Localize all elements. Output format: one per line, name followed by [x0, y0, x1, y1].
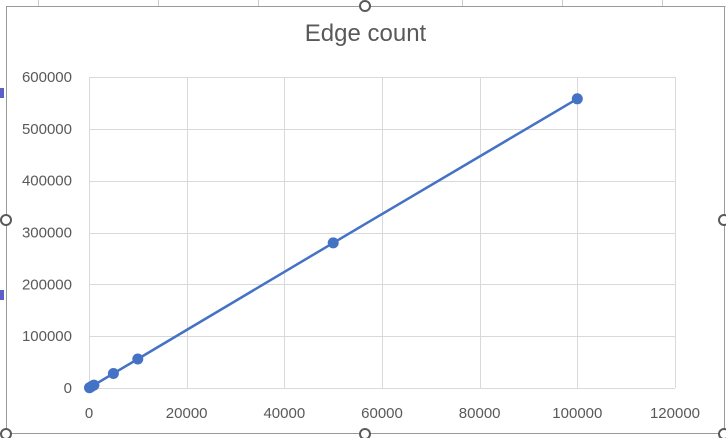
resize-handle-right[interactable]: [718, 214, 726, 226]
data-point[interactable]: [571, 93, 583, 105]
gridlines: [89, 77, 676, 389]
data-point[interactable]: [327, 237, 339, 249]
x-tick-label: 80000: [459, 405, 501, 422]
chart-title[interactable]: Edge count: [304, 20, 427, 47]
row-selection-mark: [0, 290, 4, 300]
x-tick-label: 100000: [552, 405, 602, 422]
axis-tick-labels: 0 20000 40000 60000 80000 100000 120000 0 100000…: [22, 69, 700, 422]
data-series[interactable]: [84, 93, 583, 394]
y-tick-label: 100000: [22, 328, 72, 345]
y-tick-label: 0: [64, 380, 72, 397]
x-tick-label: 0: [85, 405, 93, 422]
data-point[interactable]: [107, 368, 119, 379]
column-divider: [258, 0, 259, 6]
column-divider: [462, 0, 463, 6]
data-point[interactable]: [132, 353, 144, 365]
y-tick-label: 200000: [22, 276, 72, 293]
resize-handle-bottom-left[interactable]: [0, 428, 12, 438]
resize-handle-top[interactable]: [359, 0, 371, 12]
data-point[interactable]: [88, 379, 100, 391]
resize-handle-left[interactable]: [0, 214, 12, 226]
y-tick-label: 400000: [22, 173, 72, 190]
x-tick-label: 60000: [361, 405, 403, 422]
x-tick-label: 40000: [263, 405, 305, 422]
y-tick-label: 600000: [22, 69, 72, 86]
column-divider: [662, 0, 663, 6]
row-selection-mark: [0, 88, 4, 98]
column-divider: [38, 0, 39, 6]
x-tick-label: 120000: [650, 405, 700, 422]
y-tick-label: 300000: [22, 225, 72, 242]
column-divider: [158, 0, 159, 6]
x-tick-label: 20000: [166, 405, 208, 422]
resize-handle-bottom[interactable]: [359, 428, 371, 438]
column-divider: [562, 0, 563, 6]
y-tick-label: 500000: [22, 121, 72, 138]
resize-handle-bottom-right[interactable]: [718, 428, 726, 438]
